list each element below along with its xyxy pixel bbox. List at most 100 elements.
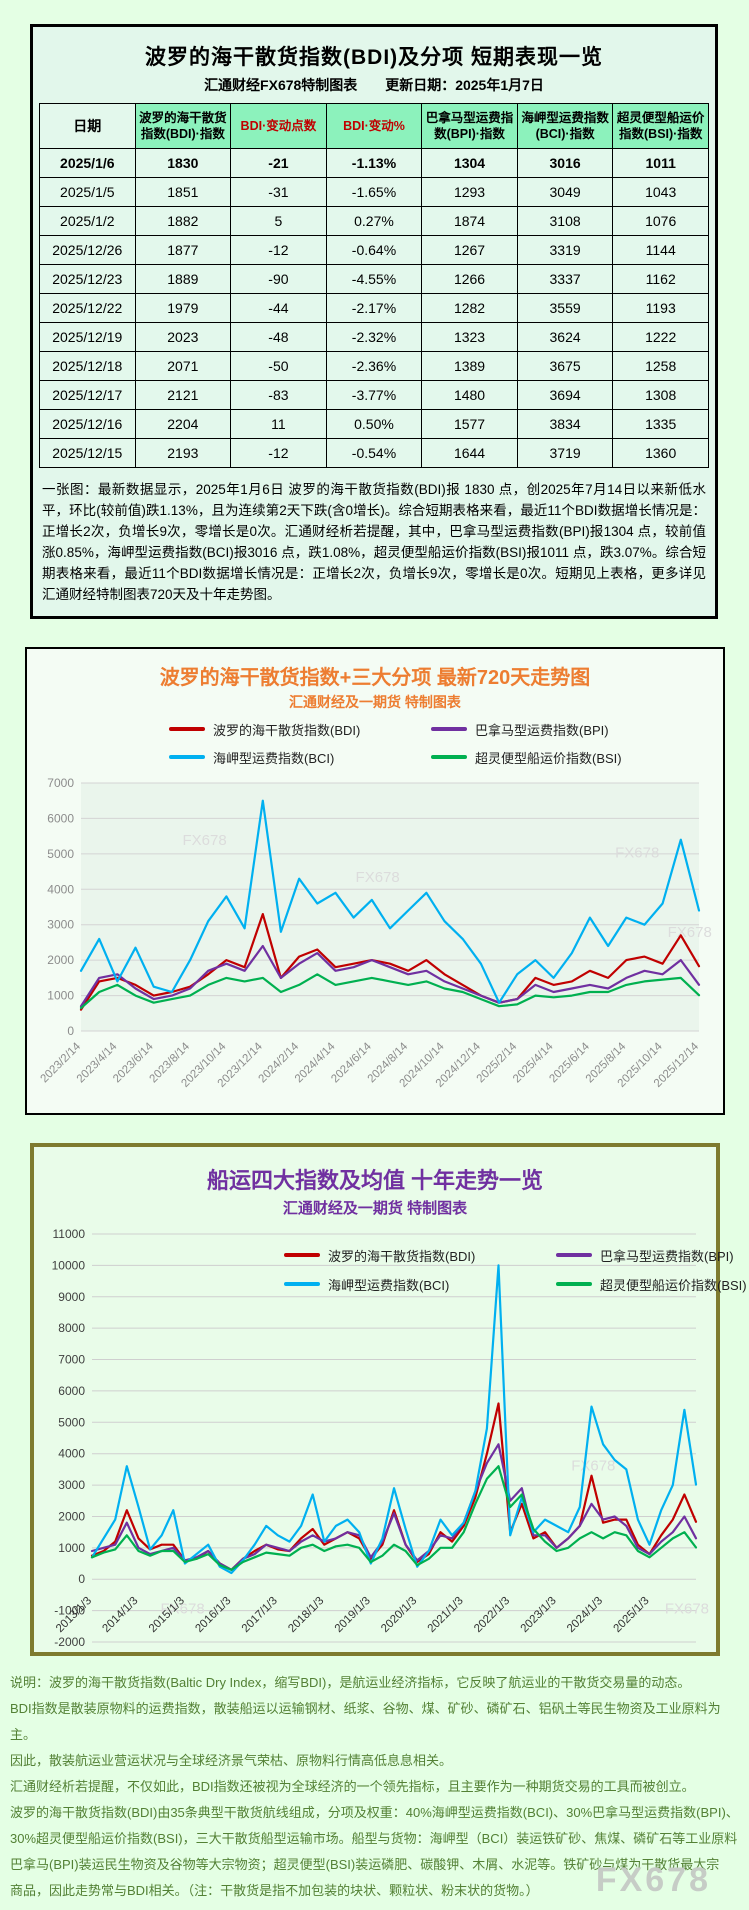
legend-item: 超灵便型船运价指数(BSI) bbox=[431, 748, 622, 767]
table-cell: 1282 bbox=[421, 293, 518, 323]
table-cell: -44 bbox=[230, 293, 327, 323]
table-cell: 1193 bbox=[612, 293, 709, 323]
bdi-table-body: 2025/1/6 1830 -21 -1.13% 1304 3016 1011 2025/1/… bbox=[39, 148, 709, 468]
y-tick-label: 4000 bbox=[47, 882, 74, 896]
table-row: 2025/1/5 1851 -31 -1.65% 1293 3049 1043 bbox=[39, 177, 709, 207]
table-cell: 1323 bbox=[421, 322, 518, 352]
table-cell: 1389 bbox=[421, 351, 518, 381]
y-tick-label: 5000 bbox=[47, 846, 74, 860]
chart-720d-subtitle: 汇通财经及一期货 特制图表 bbox=[289, 693, 461, 710]
table-cell: -1.13% bbox=[325, 148, 423, 178]
table-cell: 11 bbox=[230, 409, 327, 439]
table-cell: 2023 bbox=[134, 322, 232, 352]
table-row: 2025/12/16 2204 11 0.50% 1577 3834 1335 bbox=[39, 409, 709, 439]
chart-720d-panel: 波罗的海干散货指数+三大分项 最新720天走势图 汇通财经及一期货 特制图表 波… bbox=[25, 646, 725, 1115]
legend-line-swatch bbox=[169, 755, 205, 760]
x-tick-label: 2022/1/3 bbox=[472, 1594, 512, 1634]
y-tick-label: -1000 bbox=[54, 1603, 85, 1617]
series-line bbox=[90, 1464, 698, 1571]
x-tick-label: 2023/1/3 bbox=[519, 1594, 559, 1634]
chart-watermark: FX678 bbox=[160, 1600, 204, 1617]
table-cell: 1877 bbox=[134, 235, 232, 265]
footer-line: 波罗的海干散货指数(BDI)由35条典型干散货航线组成，分项及权重：40%海岬型… bbox=[10, 1804, 739, 1820]
table-cell: 1144 bbox=[612, 235, 709, 265]
table-cell: -1.65% bbox=[325, 177, 423, 207]
chart-watermark: FX678 bbox=[182, 832, 226, 849]
update-date-label: 更新日期：2025年1月7日 bbox=[385, 77, 544, 93]
table-cell: 2204 bbox=[134, 409, 232, 439]
table-cell: 1266 bbox=[421, 264, 518, 294]
chart-720d-legend: 波罗的海干散货指数(BDI) 巴拿马型运费指数(BPI) 海岬型运费指数(BCI) 超… bbox=[169, 720, 622, 767]
footer-line: 汇通财经析若提醒，不仅如此，BDI指数还被视为全球经济的一个领先指标，且主要作为… bbox=[10, 1778, 695, 1794]
y-tick-label: 2000 bbox=[58, 1509, 85, 1523]
y-tick-label: 7000 bbox=[47, 776, 74, 790]
table-cell: -12 bbox=[230, 438, 327, 468]
table-subtitle: 汇通财经FX678特制图表 更新日期：2025年1月7日 bbox=[39, 75, 709, 95]
table-cell: 3319 bbox=[516, 235, 614, 265]
table-row: 2025/12/23 1889 -90 -4.55% 1266 3337 1162 bbox=[39, 264, 709, 294]
legend-label: 波罗的海干散货指数(BDI) bbox=[213, 722, 361, 738]
y-tick-label: 3000 bbox=[47, 917, 74, 931]
table-cell: 2025/12/22 bbox=[39, 293, 136, 323]
table-cell: -31 bbox=[230, 177, 327, 207]
legend-item: 超灵便型船运价指数(BSI) bbox=[556, 1275, 747, 1294]
x-tick-label: 2025/1/3 bbox=[612, 1594, 652, 1634]
table-cell: 2025/1/5 bbox=[39, 177, 136, 207]
fx678-watermark: FX678 bbox=[595, 1860, 711, 1899]
table-note: 一张图：最新数据显示，2025年1月6日 波罗的海干散货指数(BDI)报 183… bbox=[42, 482, 706, 602]
legend-label: 巴拿马型运费指数(BPI) bbox=[475, 722, 609, 738]
legend-line-swatch bbox=[556, 1282, 592, 1287]
legend-line-swatch bbox=[431, 755, 467, 760]
table-cell: 1644 bbox=[421, 438, 518, 468]
legend-label: 海岬型运费指数(BCI) bbox=[328, 1277, 450, 1293]
table-row: 2025/1/6 1830 -21 -1.13% 1304 3016 1011 bbox=[39, 148, 709, 178]
table-row: 2025/12/15 2193 -12 -0.54% 1644 3719 1360 bbox=[39, 438, 709, 468]
y-tick-label: 0 bbox=[78, 1572, 85, 1586]
chart-10y-subtitle: 汇通财经及一期货 特制图表 bbox=[282, 1199, 468, 1217]
column-header: 超灵便型船运价指数(BSI)·指数 bbox=[612, 103, 709, 149]
table-row: 2025/12/19 2023 -48 -2.32% 1323 3624 1222 bbox=[39, 322, 709, 352]
table-cell: 1335 bbox=[612, 409, 709, 439]
x-tick-label: 2020/1/3 bbox=[379, 1594, 419, 1634]
column-header: 日期 bbox=[39, 103, 136, 149]
footer-line: BDI指数是散装原物料的运费指数，散装船运以运输钢材、纸浆、谷物、煤、矿砂、磷矿… bbox=[10, 1700, 721, 1742]
table-cell: 3108 bbox=[516, 206, 614, 236]
table-cell: 2025/1/2 bbox=[39, 206, 136, 236]
y-tick-label: 2000 bbox=[47, 953, 74, 967]
table-cell: 2025/12/15 bbox=[39, 438, 136, 468]
legend-label: 超灵便型船运价指数(BSI) bbox=[475, 750, 622, 766]
y-tick-label: -2000 bbox=[54, 1635, 85, 1649]
bdi-short-term-panel: 波罗的海干散货指数(BDI)及分项 短期表现一览 汇通财经FX678特制图表 更… bbox=[30, 24, 718, 619]
chart-10y-legend: 波罗的海干散货指数(BDI) 巴拿马型运费指数(BPI) 海岬型运费指数(BCI) 超… bbox=[284, 1246, 747, 1294]
y-tick-label: 1000 bbox=[58, 1540, 85, 1554]
y-tick-label: 6000 bbox=[47, 811, 74, 825]
table-cell: 3016 bbox=[516, 148, 614, 178]
x-tick-label: 2014/1/3 bbox=[100, 1594, 140, 1634]
table-cell: 3624 bbox=[516, 322, 614, 352]
table-cell: -0.64% bbox=[325, 235, 423, 265]
y-tick-label: 5000 bbox=[58, 1415, 85, 1429]
table-cell: -2.17% bbox=[325, 293, 423, 323]
legend-item: 巴拿马型运费指数(BPI) bbox=[431, 720, 622, 739]
table-cell: 3049 bbox=[516, 177, 614, 207]
table-cell: -0.54% bbox=[325, 438, 423, 468]
legend-item: 波罗的海干散货指数(BDI) bbox=[284, 1246, 556, 1265]
chart-watermark: FX678 bbox=[356, 869, 400, 886]
line-chart-10y: -2000 -1000 0 1000 2000 3000 4000 5000 6000 7000 8… bbox=[52, 1227, 709, 1649]
table-row: 2025/1/2 1882 5 0.27% 1874 3108 1076 bbox=[39, 206, 709, 236]
table-cell: 1043 bbox=[612, 177, 709, 207]
table-header-row: 日期 波罗的海干散货指数(BDI)·指数 BDI·变动点数 BDI·变动% 巴拿马型运费… bbox=[39, 103, 709, 149]
legend-line-swatch bbox=[284, 1282, 320, 1287]
table-cell: 1889 bbox=[134, 264, 232, 294]
table-cell: 1874 bbox=[421, 206, 518, 236]
column-header: 波罗的海干散货指数(BDI)·指数 bbox=[134, 103, 232, 149]
series-line bbox=[79, 944, 701, 1007]
footer-line: 说明：波罗的海干散货指数(Baltic Dry Index，缩写BDI)，是航运… bbox=[10, 1674, 691, 1690]
y-tick-label: 0 bbox=[67, 1024, 74, 1038]
footer-line: 30%超灵便型船运价指数(BSI)，三大干散货船型运输市场。船型与货物：海岬型（… bbox=[10, 1830, 738, 1846]
x-tick-label: 2019/1/3 bbox=[333, 1594, 373, 1634]
table-cell: 1293 bbox=[421, 177, 518, 207]
table-cell: -21 bbox=[230, 148, 327, 178]
y-tick-label: 3000 bbox=[58, 1478, 85, 1492]
chart-watermark: FX678 bbox=[668, 923, 712, 940]
